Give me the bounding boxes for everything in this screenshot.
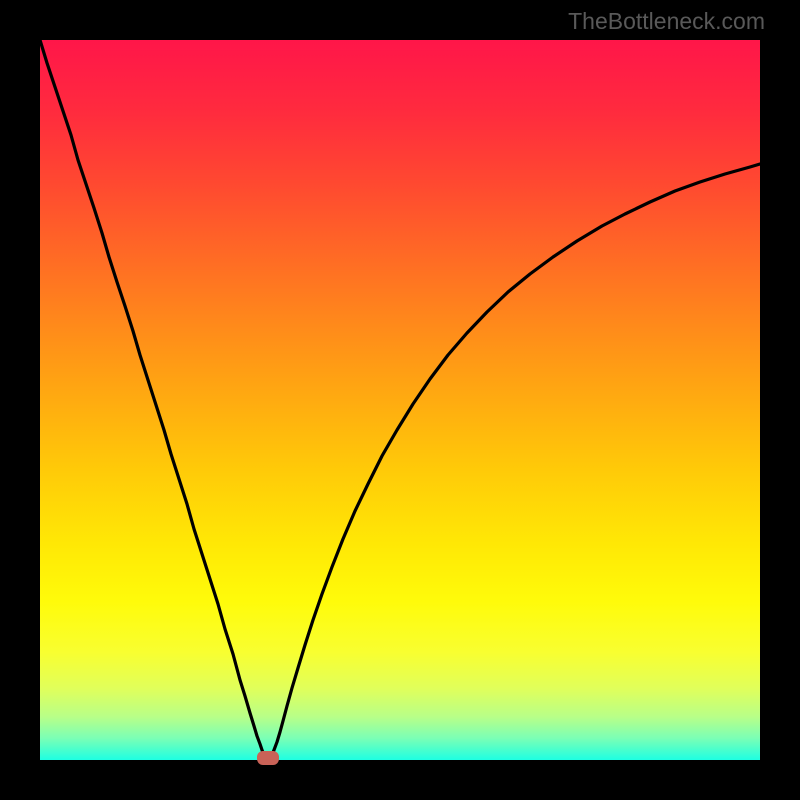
plot-area	[40, 40, 760, 760]
watermark-text: TheBottleneck.com	[568, 8, 765, 35]
gradient-background	[40, 40, 760, 760]
chart-frame: TheBottleneck.com	[0, 0, 800, 800]
